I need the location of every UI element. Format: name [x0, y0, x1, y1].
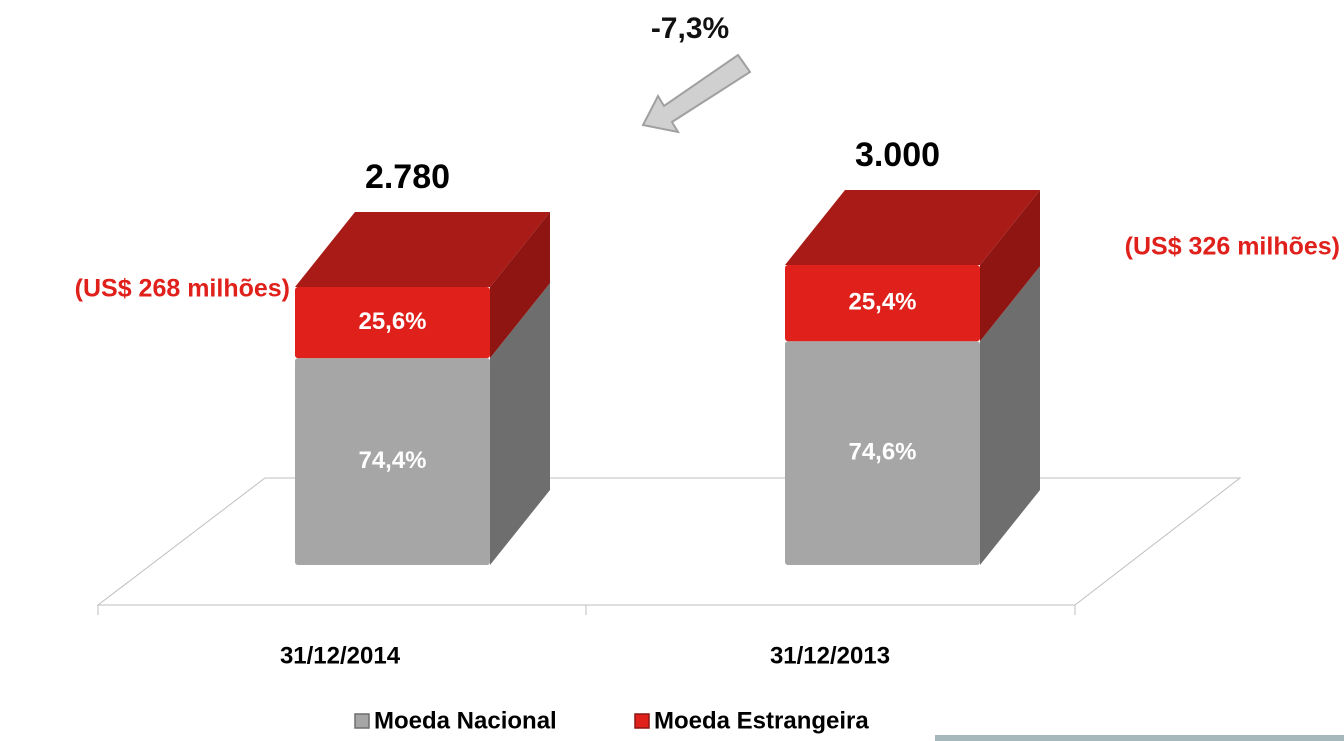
legend-label: Moeda Estrangeira [654, 707, 869, 734]
value-label: 25,4% [848, 288, 916, 315]
usd-annotation: (US$ 268 milhões) [75, 275, 290, 303]
x-tick-label: 31/12/2013 [770, 642, 890, 669]
bar-top [295, 212, 550, 287]
value-label: 74,4% [358, 447, 426, 474]
x-tick-label: 31/12/2014 [280, 642, 401, 669]
legend-label: Moeda Nacional [374, 707, 557, 734]
bar-segment [785, 341, 980, 565]
bar-side [490, 283, 550, 565]
legend-marker [634, 713, 650, 729]
change-label: -7,3% [651, 12, 729, 45]
bar-side [980, 190, 1040, 342]
footer-bar [935, 735, 1344, 741]
bar-side [490, 212, 550, 359]
floor [96, 477, 1242, 606]
bar-segment [295, 287, 490, 359]
value-label: 25,6% [358, 308, 426, 335]
bar-top [785, 190, 1040, 265]
legend-marker [354, 713, 370, 729]
bar-segment [785, 265, 980, 342]
total-label: 3.000 [855, 136, 940, 174]
change-arrow [641, 53, 752, 134]
bar-segment [295, 358, 490, 565]
bar-side [980, 266, 1040, 565]
value-label: 74,6% [848, 438, 916, 465]
usd-annotation: (US$ 326 milhões) [1125, 233, 1340, 261]
total-label: 2.780 [365, 158, 450, 196]
